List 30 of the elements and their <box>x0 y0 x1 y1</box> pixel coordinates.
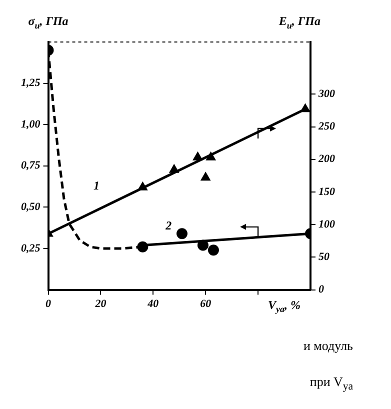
text: и модуль <box>302 338 354 354</box>
y-tick-label: 0,75 <box>21 160 41 172</box>
x-tick-label: 20 <box>94 298 107 310</box>
point <box>300 104 310 112</box>
y-tick-label: 0,25 <box>21 242 41 254</box>
y2-tick-label: 250 <box>318 120 336 133</box>
y-tick-label: 0,50 <box>21 201 41 214</box>
y-tick-label: 1,25 <box>21 77 41 90</box>
point <box>197 240 208 251</box>
series-label: 2 <box>164 218 172 232</box>
y-tick-label: 1,00 <box>21 118 41 130</box>
y2-tick-label: 150 <box>318 186 336 198</box>
point <box>208 244 219 256</box>
point <box>138 182 148 190</box>
point <box>137 241 148 252</box>
series-label: 1 <box>94 178 100 193</box>
point <box>169 164 179 173</box>
point <box>192 152 203 160</box>
y2-tick-label: 50 <box>318 251 330 264</box>
text: при V$_{уа}$ <box>308 374 354 393</box>
y2-tick-label: 300 <box>318 88 336 100</box>
y2-tick-label: 0 <box>318 284 324 296</box>
x-tick-label: 0 <box>46 298 52 310</box>
point <box>200 172 210 181</box>
y2-tick-label: 100 <box>318 218 336 230</box>
point <box>176 228 188 240</box>
y2-tick-label: 200 <box>318 153 336 166</box>
point <box>206 152 216 160</box>
x-tick-label: 40 <box>146 298 160 310</box>
x-tick-label: 60 <box>200 298 212 310</box>
